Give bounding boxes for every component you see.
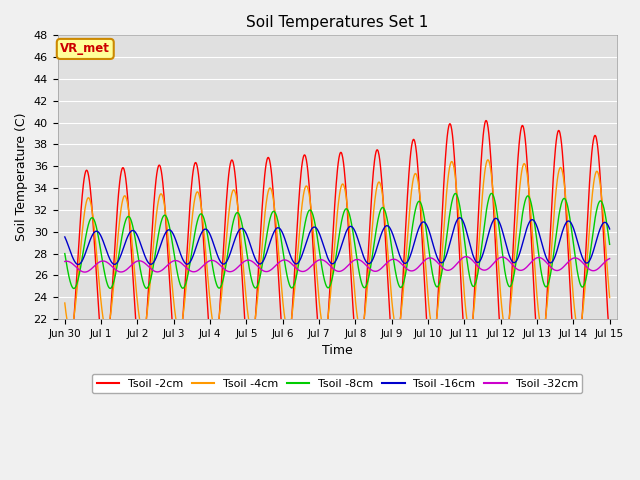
Tsoil -8cm — [422, 226, 430, 231]
Tsoil -2cm — [422, 301, 429, 307]
Tsoil -4cm — [243, 303, 251, 309]
Tsoil -32cm — [462, 254, 470, 260]
Tsoil -2cm — [483, 118, 490, 123]
Tsoil -4cm — [542, 315, 550, 321]
Tsoil -16cm — [422, 221, 430, 227]
Tsoil -2cm — [182, 266, 190, 272]
Tsoil -4cm — [493, 250, 501, 256]
Tsoil -16cm — [169, 231, 177, 237]
Tsoil -2cm — [606, 336, 614, 342]
Tsoil -8cm — [182, 279, 190, 285]
Tsoil -32cm — [169, 258, 177, 264]
Tsoil -4cm — [284, 327, 292, 333]
Tsoil -16cm — [606, 226, 614, 232]
Tsoil -2cm — [61, 336, 68, 342]
Tsoil -32cm — [182, 265, 190, 271]
Tsoil -4cm — [422, 269, 430, 275]
Tsoil -2cm — [493, 286, 501, 291]
Line: Tsoil -16cm: Tsoil -16cm — [65, 218, 610, 264]
Tsoil -8cm — [70, 286, 77, 291]
Tsoil -2cm — [243, 341, 251, 347]
Text: VR_met: VR_met — [60, 42, 110, 55]
Tsoil -16cm — [243, 233, 251, 239]
Tsoil -8cm — [169, 244, 177, 250]
Tsoil -16cm — [542, 253, 550, 259]
Line: Tsoil -2cm: Tsoil -2cm — [65, 120, 610, 361]
Tsoil -32cm — [61, 259, 68, 264]
Line: Tsoil -8cm: Tsoil -8cm — [65, 193, 610, 288]
Tsoil -8cm — [243, 253, 251, 259]
Tsoil -4cm — [61, 300, 68, 306]
Line: Tsoil -32cm: Tsoil -32cm — [65, 257, 610, 272]
Tsoil -8cm — [488, 191, 495, 196]
Tsoil -16cm — [182, 261, 190, 267]
Tsoil -4cm — [169, 288, 177, 294]
X-axis label: Time: Time — [322, 344, 353, 357]
Tsoil -16cm — [74, 262, 82, 267]
Tsoil -4cm — [182, 286, 190, 291]
Line: Tsoil -4cm: Tsoil -4cm — [65, 160, 610, 330]
Tsoil -8cm — [493, 214, 501, 219]
Tsoil -8cm — [61, 251, 68, 256]
Tsoil -32cm — [422, 256, 430, 262]
Tsoil -8cm — [542, 284, 550, 289]
Tsoil -16cm — [493, 216, 501, 222]
Tsoil -2cm — [464, 359, 472, 364]
Tsoil -8cm — [606, 241, 614, 247]
Tsoil -32cm — [81, 269, 89, 275]
Tsoil -32cm — [493, 256, 501, 262]
Legend: Tsoil -2cm, Tsoil -4cm, Tsoil -8cm, Tsoil -16cm, Tsoil -32cm: Tsoil -2cm, Tsoil -4cm, Tsoil -8cm, Tsoi… — [92, 374, 582, 393]
Title: Soil Temperatures Set 1: Soil Temperatures Set 1 — [246, 15, 428, 30]
Y-axis label: Soil Temperature (C): Soil Temperature (C) — [15, 113, 28, 241]
Tsoil -2cm — [542, 317, 550, 323]
Tsoil -32cm — [606, 256, 614, 262]
Tsoil -16cm — [456, 215, 463, 221]
Tsoil -4cm — [606, 295, 614, 300]
Tsoil -32cm — [542, 259, 550, 264]
Tsoil -2cm — [169, 325, 177, 331]
Tsoil -16cm — [61, 234, 68, 240]
Tsoil -4cm — [484, 157, 492, 163]
Tsoil -32cm — [243, 257, 251, 263]
